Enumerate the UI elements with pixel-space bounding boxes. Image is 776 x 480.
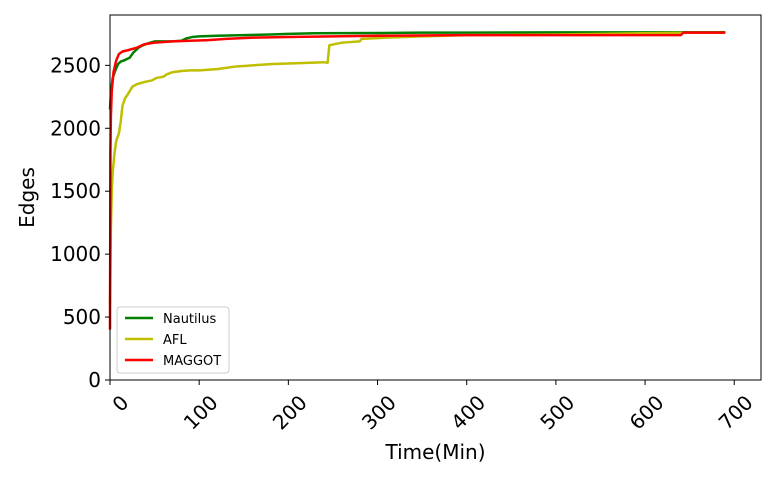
x-tick-label: 600 [625, 390, 669, 434]
plot-lines [108, 30, 726, 330]
y-tick-label: 500 [63, 305, 101, 329]
series-line-afl [108, 31, 726, 305]
x-axis: 0 100 200 300 400 500 600 700 [107, 380, 758, 434]
y-tick-label: 1500 [50, 179, 101, 203]
legend-label: MAGGOT [163, 354, 221, 369]
y-tick-label: 2000 [50, 116, 101, 140]
legend-label: AFL [163, 333, 187, 348]
y-tick-label: 2500 [50, 53, 101, 77]
legend: Nautilus AFL MAGGOT [116, 306, 230, 374]
x-axis-title: Time(Min) [384, 440, 485, 464]
x-tick-label: 100 [179, 390, 223, 434]
y-tick-label: 0 [88, 368, 101, 392]
x-tick-label: 400 [446, 390, 490, 434]
plot-frame [109, 14, 762, 381]
x-tick-label: 700 [714, 390, 758, 434]
legend-label: Nautilus [163, 312, 216, 327]
x-tick-label: 500 [535, 390, 579, 434]
series-line-maggot [108, 31, 726, 330]
y-tick-label: 1000 [50, 242, 101, 266]
y-axis-title: Edges [15, 167, 39, 228]
x-tick-label: 300 [357, 390, 401, 434]
legend-box [116, 306, 230, 374]
y-axis: 0 500 1000 1500 2000 2500 [50, 53, 110, 392]
x-tick-label: 0 [107, 390, 133, 416]
x-tick-label: 200 [268, 390, 312, 434]
